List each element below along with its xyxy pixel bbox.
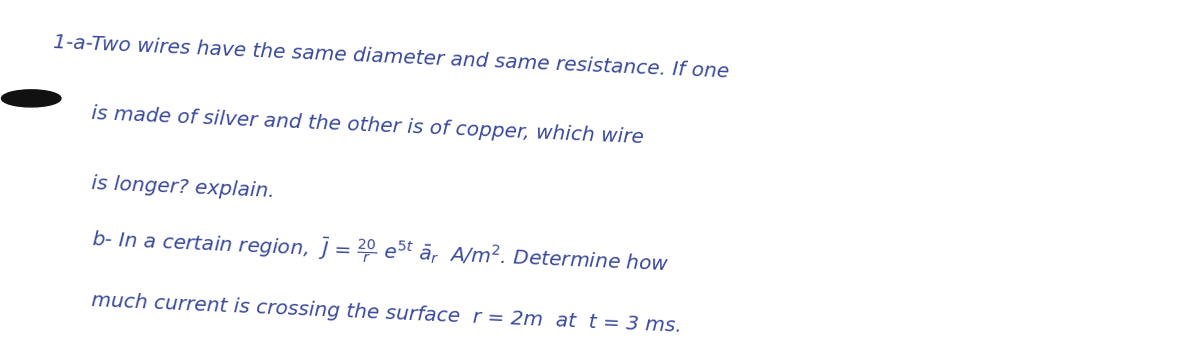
Text: is made of silver and the other is of copper, which wire: is made of silver and the other is of co… bbox=[91, 104, 644, 147]
Circle shape bbox=[1, 90, 61, 107]
Text: is longer? explain.: is longer? explain. bbox=[91, 174, 275, 201]
Text: 1-a-Two wires have the same diameter and same resistance. If one: 1-a-Two wires have the same diameter and… bbox=[53, 33, 730, 82]
Text: b- In a certain region,  $\bar{J}$ = $\frac{20}{r}$ $e^{5t}$ $\bar{a}_r$  A/m$^2: b- In a certain region, $\bar{J}$ = $\fr… bbox=[91, 225, 670, 279]
Text: much current is crossing the surface  r = 2m  at  t = 3 ms.: much current is crossing the surface r =… bbox=[91, 291, 682, 336]
